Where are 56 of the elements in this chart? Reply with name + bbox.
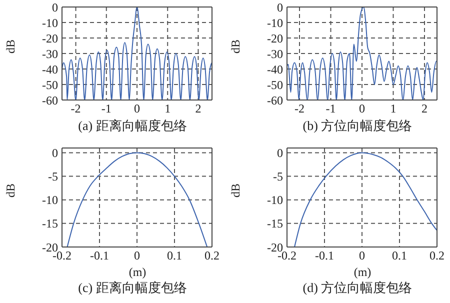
y-tick-label: -50 [42,78,58,92]
x-tick-label: 0 [134,102,140,116]
x-axis-title: (m) [352,265,372,280]
y-tick-label: -50 [267,78,283,92]
x-tick-label: -0.1 [315,248,334,263]
y-tick-label: -20 [267,240,283,254]
text: (b) 方位向幅度包络 [302,118,414,134]
line-series [294,152,437,247]
y-tick-label: -30 [267,46,283,61]
x-tick-label: 1 [164,102,171,116]
y-tick-label: -10 [42,193,58,208]
x-tick-label: 0.2 [204,248,220,263]
y-tick-label: -20 [267,31,283,46]
y-tick-label: -60 [267,93,283,108]
y-tick-label: 0 [52,0,58,14]
x-tick-label: 0 [134,248,140,263]
y-tick-label: -40 [267,62,283,76]
line-series [66,152,208,247]
y-tick-label: 0 [52,146,58,160]
x-tick-label: -0.1 [90,248,109,263]
y-axis-title: dB [3,39,18,54]
line-series [62,7,212,100]
x-tick-label: -2 [70,102,81,116]
x-tick-label: 0.2 [430,248,444,263]
y-tick-label: -20 [42,240,58,254]
y-tick-label: -60 [42,93,58,108]
y-tick-label: 0 [277,146,283,160]
y-tick-label: -15 [267,216,283,231]
y-tick-label: -40 [42,62,58,76]
x-tick-label: 0 [359,102,365,116]
x-tick-label: -1 [101,102,112,116]
x-tick-label: 0.1 [392,248,407,263]
x-tick-label: 0.1 [167,248,182,263]
x-tick-label: 0 [359,248,365,263]
y-tick-label: -10 [267,193,283,208]
y-axis-title: dB [228,183,242,198]
y-tick-label: -20 [42,31,58,46]
y-axis-title: dB [3,183,18,198]
text: (a) 距离向幅度包络 [77,118,188,134]
x-tick-label: 1 [390,102,396,116]
x-tick-label: 2 [422,102,428,116]
x-axis-title: (m) [128,265,148,280]
x-tick-label: 2 [195,102,202,116]
x-tick-label: -2 [294,102,304,116]
y-tick-label: -10 [42,16,58,30]
y-axis-title: dB [228,39,242,54]
y-tick-label: 0 [277,0,283,14]
y-tick-label: -15 [42,216,58,231]
x-tick-label: -1 [326,102,336,116]
y-tick-label: -30 [42,46,58,61]
text: (c) 距离向幅度包络 [77,280,188,296]
y-tick-label: -10 [267,16,283,30]
y-tick-label: -5 [273,170,283,184]
line-series [287,7,437,100]
y-tick-label: -5 [48,170,58,184]
text: (d) 方位向幅度包络 [302,280,414,296]
